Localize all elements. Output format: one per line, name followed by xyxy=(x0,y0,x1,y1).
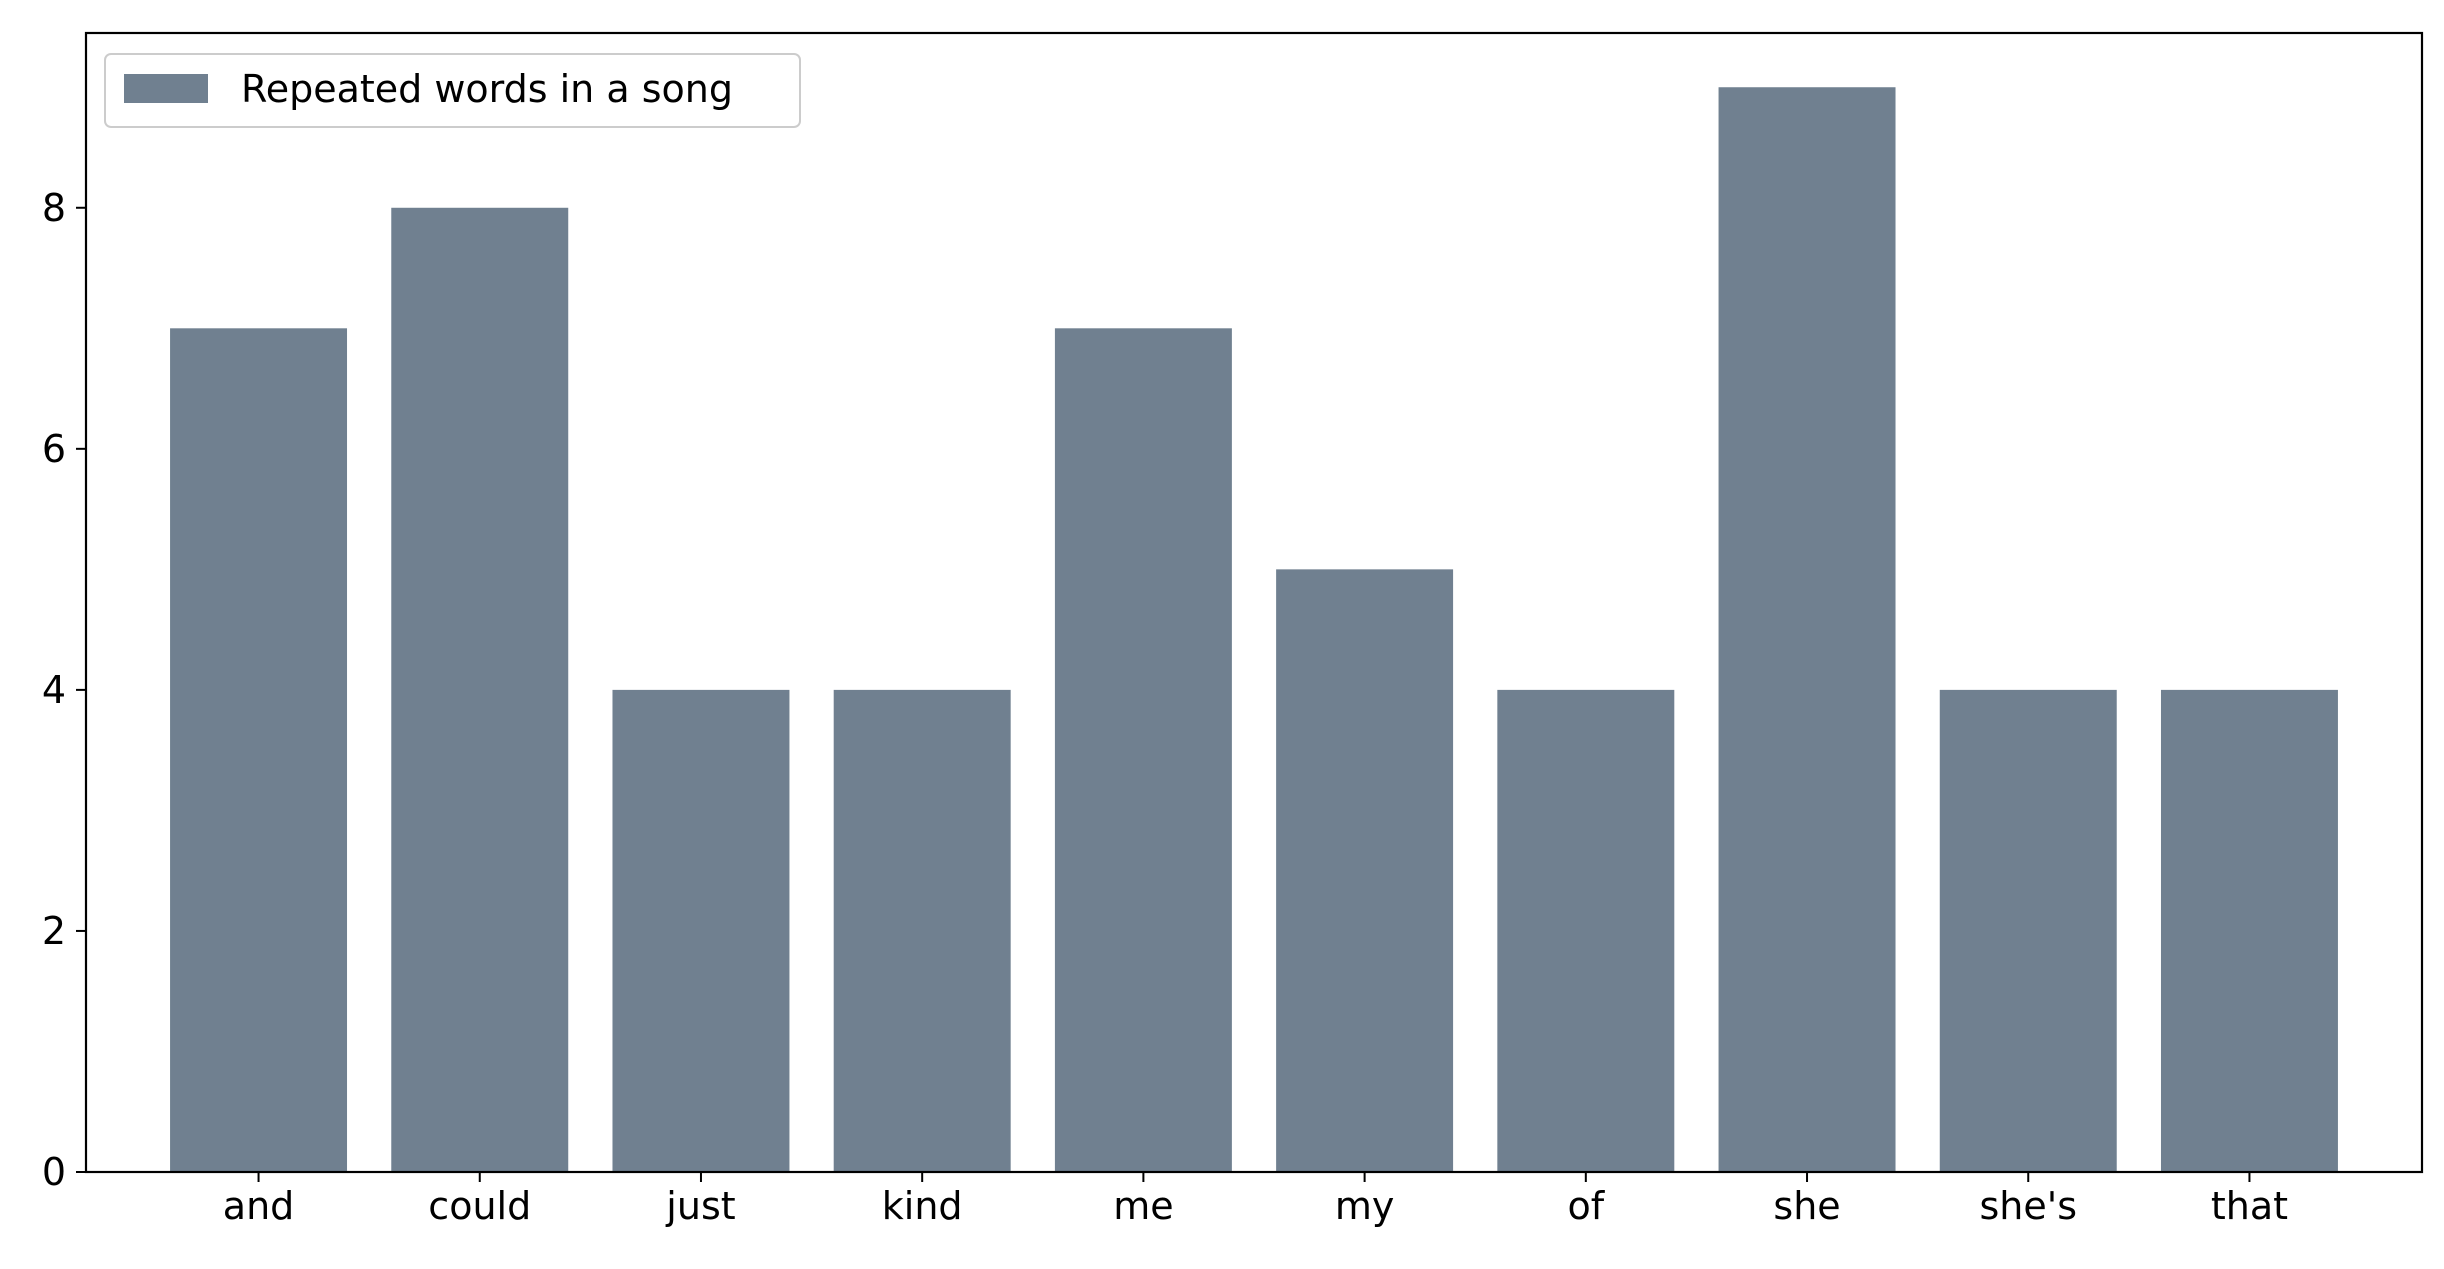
y-tick-label: 2 xyxy=(42,909,66,953)
x-tick-label: could xyxy=(428,1184,531,1228)
x-tick-label: that xyxy=(2211,1184,2288,1228)
legend-box xyxy=(104,53,801,128)
bar-she xyxy=(1718,87,1896,1173)
bar-my xyxy=(1276,569,1454,1172)
x-tick-label: my xyxy=(1335,1184,1395,1228)
bar-kind xyxy=(833,689,1011,1172)
bar-of xyxy=(1497,689,1675,1172)
x-tick-label: of xyxy=(1567,1184,1605,1228)
y-tick-label: 8 xyxy=(42,186,66,230)
x-tick-label: kind xyxy=(882,1184,963,1228)
x-tick-label: she's xyxy=(1979,1184,2077,1228)
x-tick-label: just xyxy=(665,1184,735,1228)
legend: Repeated words in a song xyxy=(104,53,801,128)
x-tick-label: she xyxy=(1773,1184,1840,1228)
legend-swatch xyxy=(124,74,208,103)
x-tick-label: and xyxy=(223,1184,295,1228)
y-tick-label: 6 xyxy=(42,427,66,471)
y-tick-label: 4 xyxy=(42,668,66,712)
bar-just xyxy=(612,689,790,1172)
bar-could xyxy=(391,207,569,1172)
axes-layer xyxy=(84,31,2424,1174)
bar-me xyxy=(1054,328,1232,1172)
bars-layer xyxy=(170,87,2338,1173)
legend-label: Repeated words in a song xyxy=(241,67,733,111)
bar-she-s xyxy=(1939,689,2117,1172)
x-tick-label: me xyxy=(1113,1184,1173,1228)
bar-that xyxy=(2160,689,2338,1172)
y-tick-label: 0 xyxy=(42,1150,66,1194)
plot-frame xyxy=(84,31,2424,1174)
bar-and xyxy=(170,328,348,1172)
ticks-layer: and could just kind me my of she she's that 0 2 4 6 8 xyxy=(42,186,2288,1228)
